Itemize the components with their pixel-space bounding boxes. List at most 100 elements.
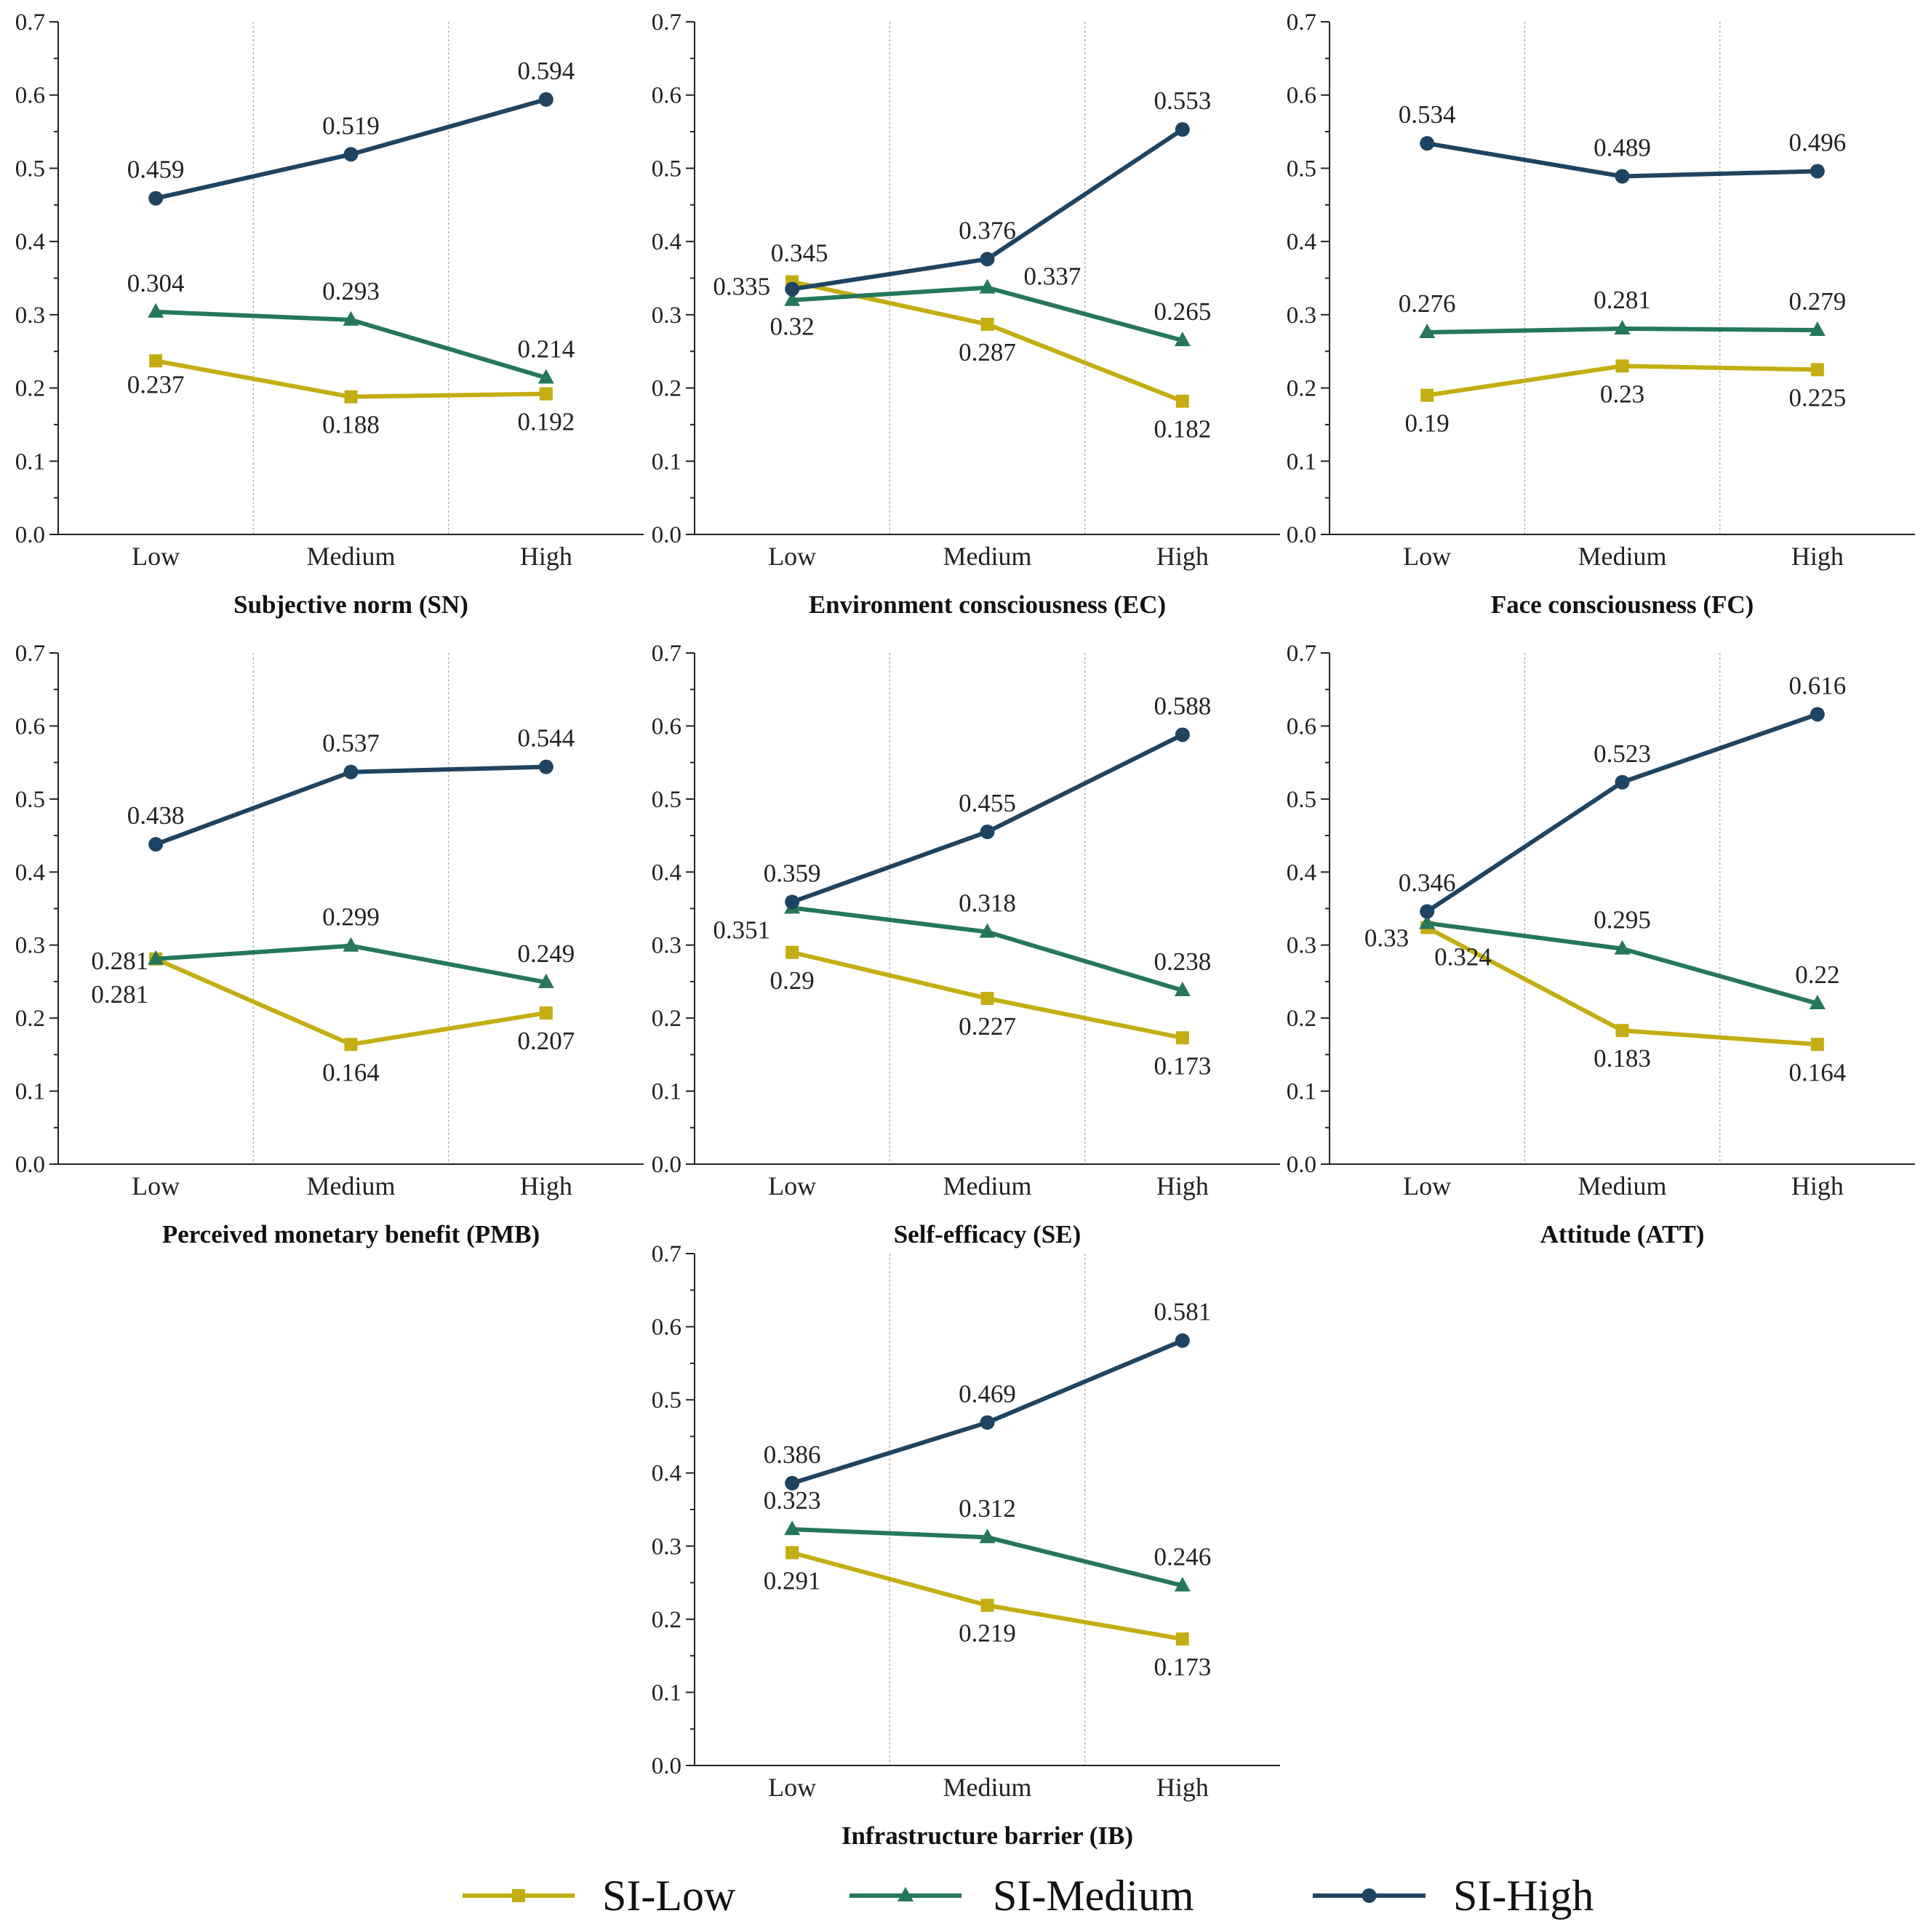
y-tick-label: 0.5 [652,1387,681,1414]
data-label: 0.594 [517,57,575,85]
data-label: 0.346 [1399,869,1456,897]
data-label: 0.519 [322,111,380,140]
series-line [791,905,1183,993]
y-tick-label: 0.3 [652,933,681,959]
y-tick-label: 0.5 [15,156,45,182]
x-tick-label: Medium [307,542,396,571]
x-tick-label: Medium [943,542,1032,571]
y-tick-label: 0.5 [1287,787,1316,813]
series-line [791,1338,1183,1486]
data-point [1810,164,1825,179]
y-tick-label: 0.2 [1287,376,1316,402]
data-point [148,837,164,852]
x-tick-label: High [1791,1171,1844,1201]
y-tick-label: 0.4 [652,859,681,886]
y-tick-label: 0.0 [15,522,45,548]
data-point [539,1006,553,1020]
data-label: 0.351 [713,915,770,944]
data-point [1419,914,1436,929]
chart-panel-perceived-monetary-benefit-pmb: 0.0 0.1 0.2 0.3 0.4 0.5 0.6 0.7 Low Medium High Per… [15,641,644,1248]
x-tick-label: High [1156,1773,1209,1802]
y-tick-label: 0.5 [15,787,45,813]
data-label: 0.359 [764,859,821,887]
legend-marker [1362,1888,1377,1903]
series-si-high: 0.438 0.537 0.544 [127,724,575,852]
data-label: 0.386 [764,1440,821,1469]
y-tick-label: 0.0 [652,522,681,548]
data-point [980,1415,995,1430]
series-si-low: 0.281 0.164 0.207 [91,947,575,1087]
data-point [1174,981,1191,996]
data-label: 0.489 [1594,134,1651,162]
y-tick-label: 0.2 [1287,1006,1316,1032]
series-si-high: 0.386 0.469 0.581 [764,1298,1211,1491]
chart-panel-infrastructure-barrier-ib: 0.0 0.1 0.2 0.3 0.4 0.5 0.6 0.7 Low Medium High Inf… [652,1241,1280,1850]
data-point [343,764,359,779]
data-label: 0.438 [127,801,185,830]
series-si-high: 0.459 0.519 0.594 [127,57,575,206]
data-label: 0.207 [517,1027,575,1055]
legend-label: SI-Medium [993,1872,1194,1920]
data-point [785,945,799,959]
data-label: 0.324 [1434,943,1492,971]
data-label: 0.225 [1788,383,1846,412]
data-point [1420,136,1435,151]
series-si-high: 0.346 0.523 0.616 [1399,671,1846,919]
x-tick-label: Low [768,542,816,571]
y-tick-label: 0.7 [1287,641,1316,667]
y-tick-label: 0.3 [15,933,45,959]
panel-title: Face consciousness (FC) [1491,590,1754,619]
series-si-high: 0.534 0.489 0.496 [1399,100,1846,184]
data-point [979,1528,996,1544]
series-si-low: 0.237 0.188 0.192 [127,354,575,439]
series-si-medium: 0.276 0.281 0.279 [1399,286,1846,339]
data-label: 0.214 [517,334,575,363]
data-point [1175,122,1190,137]
data-label: 0.265 [1154,297,1211,326]
data-point [1615,1024,1629,1038]
data-point [785,1546,799,1560]
series-line [791,285,1183,343]
legend: SI-Low SI-Medium SI-High [463,1872,1594,1920]
data-label: 0.581 [1154,1298,1211,1326]
y-tick-label: 0.0 [1287,1152,1316,1178]
data-point [1175,1333,1190,1348]
data-label: 0.304 [127,269,185,297]
data-point [1615,774,1630,790]
data-label: 0.227 [959,1012,1016,1041]
data-label: 0.496 [1788,128,1846,156]
data-label: 0.276 [1399,289,1456,318]
y-tick-label: 0.3 [1287,302,1316,329]
data-point [344,1038,358,1051]
data-label: 0.219 [959,1619,1016,1648]
data-point [148,191,164,206]
legend-item-si-low: SI-Low [463,1872,736,1920]
y-tick-label: 0.3 [1287,933,1316,959]
data-point [785,281,800,297]
data-label: 0.249 [517,939,575,968]
y-tick-label: 0.6 [1287,83,1316,109]
data-point [1419,324,1436,339]
y-tick-label: 0.4 [652,1461,681,1487]
x-tick-label: Low [1403,542,1451,571]
data-label: 0.19 [1405,409,1450,438]
data-point [784,1520,801,1536]
y-tick-label: 0.7 [15,641,45,667]
legend-label: SI-Low [602,1872,736,1920]
y-tick-label: 0.0 [1287,522,1316,548]
data-label: 0.588 [1154,692,1211,720]
chart-panel-self-efficacy-se: 0.0 0.1 0.2 0.3 0.4 0.5 0.6 0.7 Low Medium High Sel… [652,641,1280,1248]
y-tick-label: 0.7 [652,9,681,36]
data-point [538,759,553,774]
data-label: 0.29 [770,966,815,995]
series-si-low: 0.324 0.183 0.164 [1420,921,1846,1086]
y-tick-label: 0.5 [652,787,681,813]
data-label: 0.281 [1594,286,1651,314]
data-label: 0.32 [770,313,815,341]
data-label: 0.281 [91,947,148,975]
data-point [1615,169,1630,184]
data-label: 0.376 [959,216,1016,244]
data-point [537,973,554,988]
legend-item-si-medium: SI-Medium [849,1872,1194,1920]
